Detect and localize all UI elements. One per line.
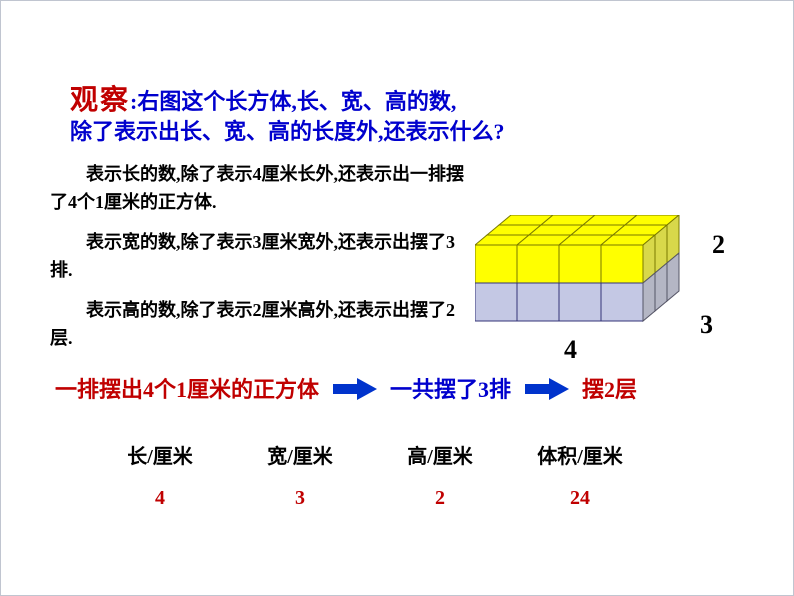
summary-row: 一排摆出4个1厘米的正方体 一共摆了3排 摆2层 [55,372,775,406]
arrow-icon-1 [333,378,377,406]
td-volume: 24 [520,487,640,510]
paragraph-height: 表示高的数,除了表示2厘米高外,还表示出摆了2层. [50,296,470,352]
th-length: 长/厘米 [100,440,220,469]
th-width: 宽/厘米 [240,440,360,469]
summary-part2: 一共摆了3排 [390,377,511,402]
dim-height: 2 [712,230,725,260]
paragraph-length: 表示长的数,除了表示4厘米长外,还表示出一排摆了4个1厘米的正方体. [50,160,470,216]
td-length: 4 [100,487,220,510]
arrow-icon-2 [525,378,569,406]
table-value-row: 4 3 2 24 [90,487,650,510]
table-header-row: 长/厘米 宽/厘米 高/厘米 体积/厘米 [90,440,650,469]
observe-line2: 除了表示出长、宽、高的长度外,还表示什么? [70,114,505,146]
summary-part1: 一排摆出4个1厘米的正方体 [55,377,319,402]
td-height: 2 [380,487,500,510]
dim-width: 3 [700,310,713,340]
cuboid-diagram [475,215,681,328]
dimension-table: 长/厘米 宽/厘米 高/厘米 体积/厘米 4 3 2 24 [90,440,650,528]
dim-length: 4 [564,335,577,365]
observe-line1: 观察:右图这个长方体,长、宽、高的数, [70,78,456,118]
observe-text1: :右图这个长方体,长、宽、高的数, [130,89,456,114]
th-height: 高/厘米 [380,440,500,469]
observe-label: 观察 [70,85,130,116]
th-volume: 体积/厘米 [520,440,640,469]
summary-part3: 摆2层 [582,377,637,402]
td-width: 3 [240,487,360,510]
paragraph-width: 表示宽的数,除了表示3厘米宽外,还表示出摆了3排. [50,228,470,284]
